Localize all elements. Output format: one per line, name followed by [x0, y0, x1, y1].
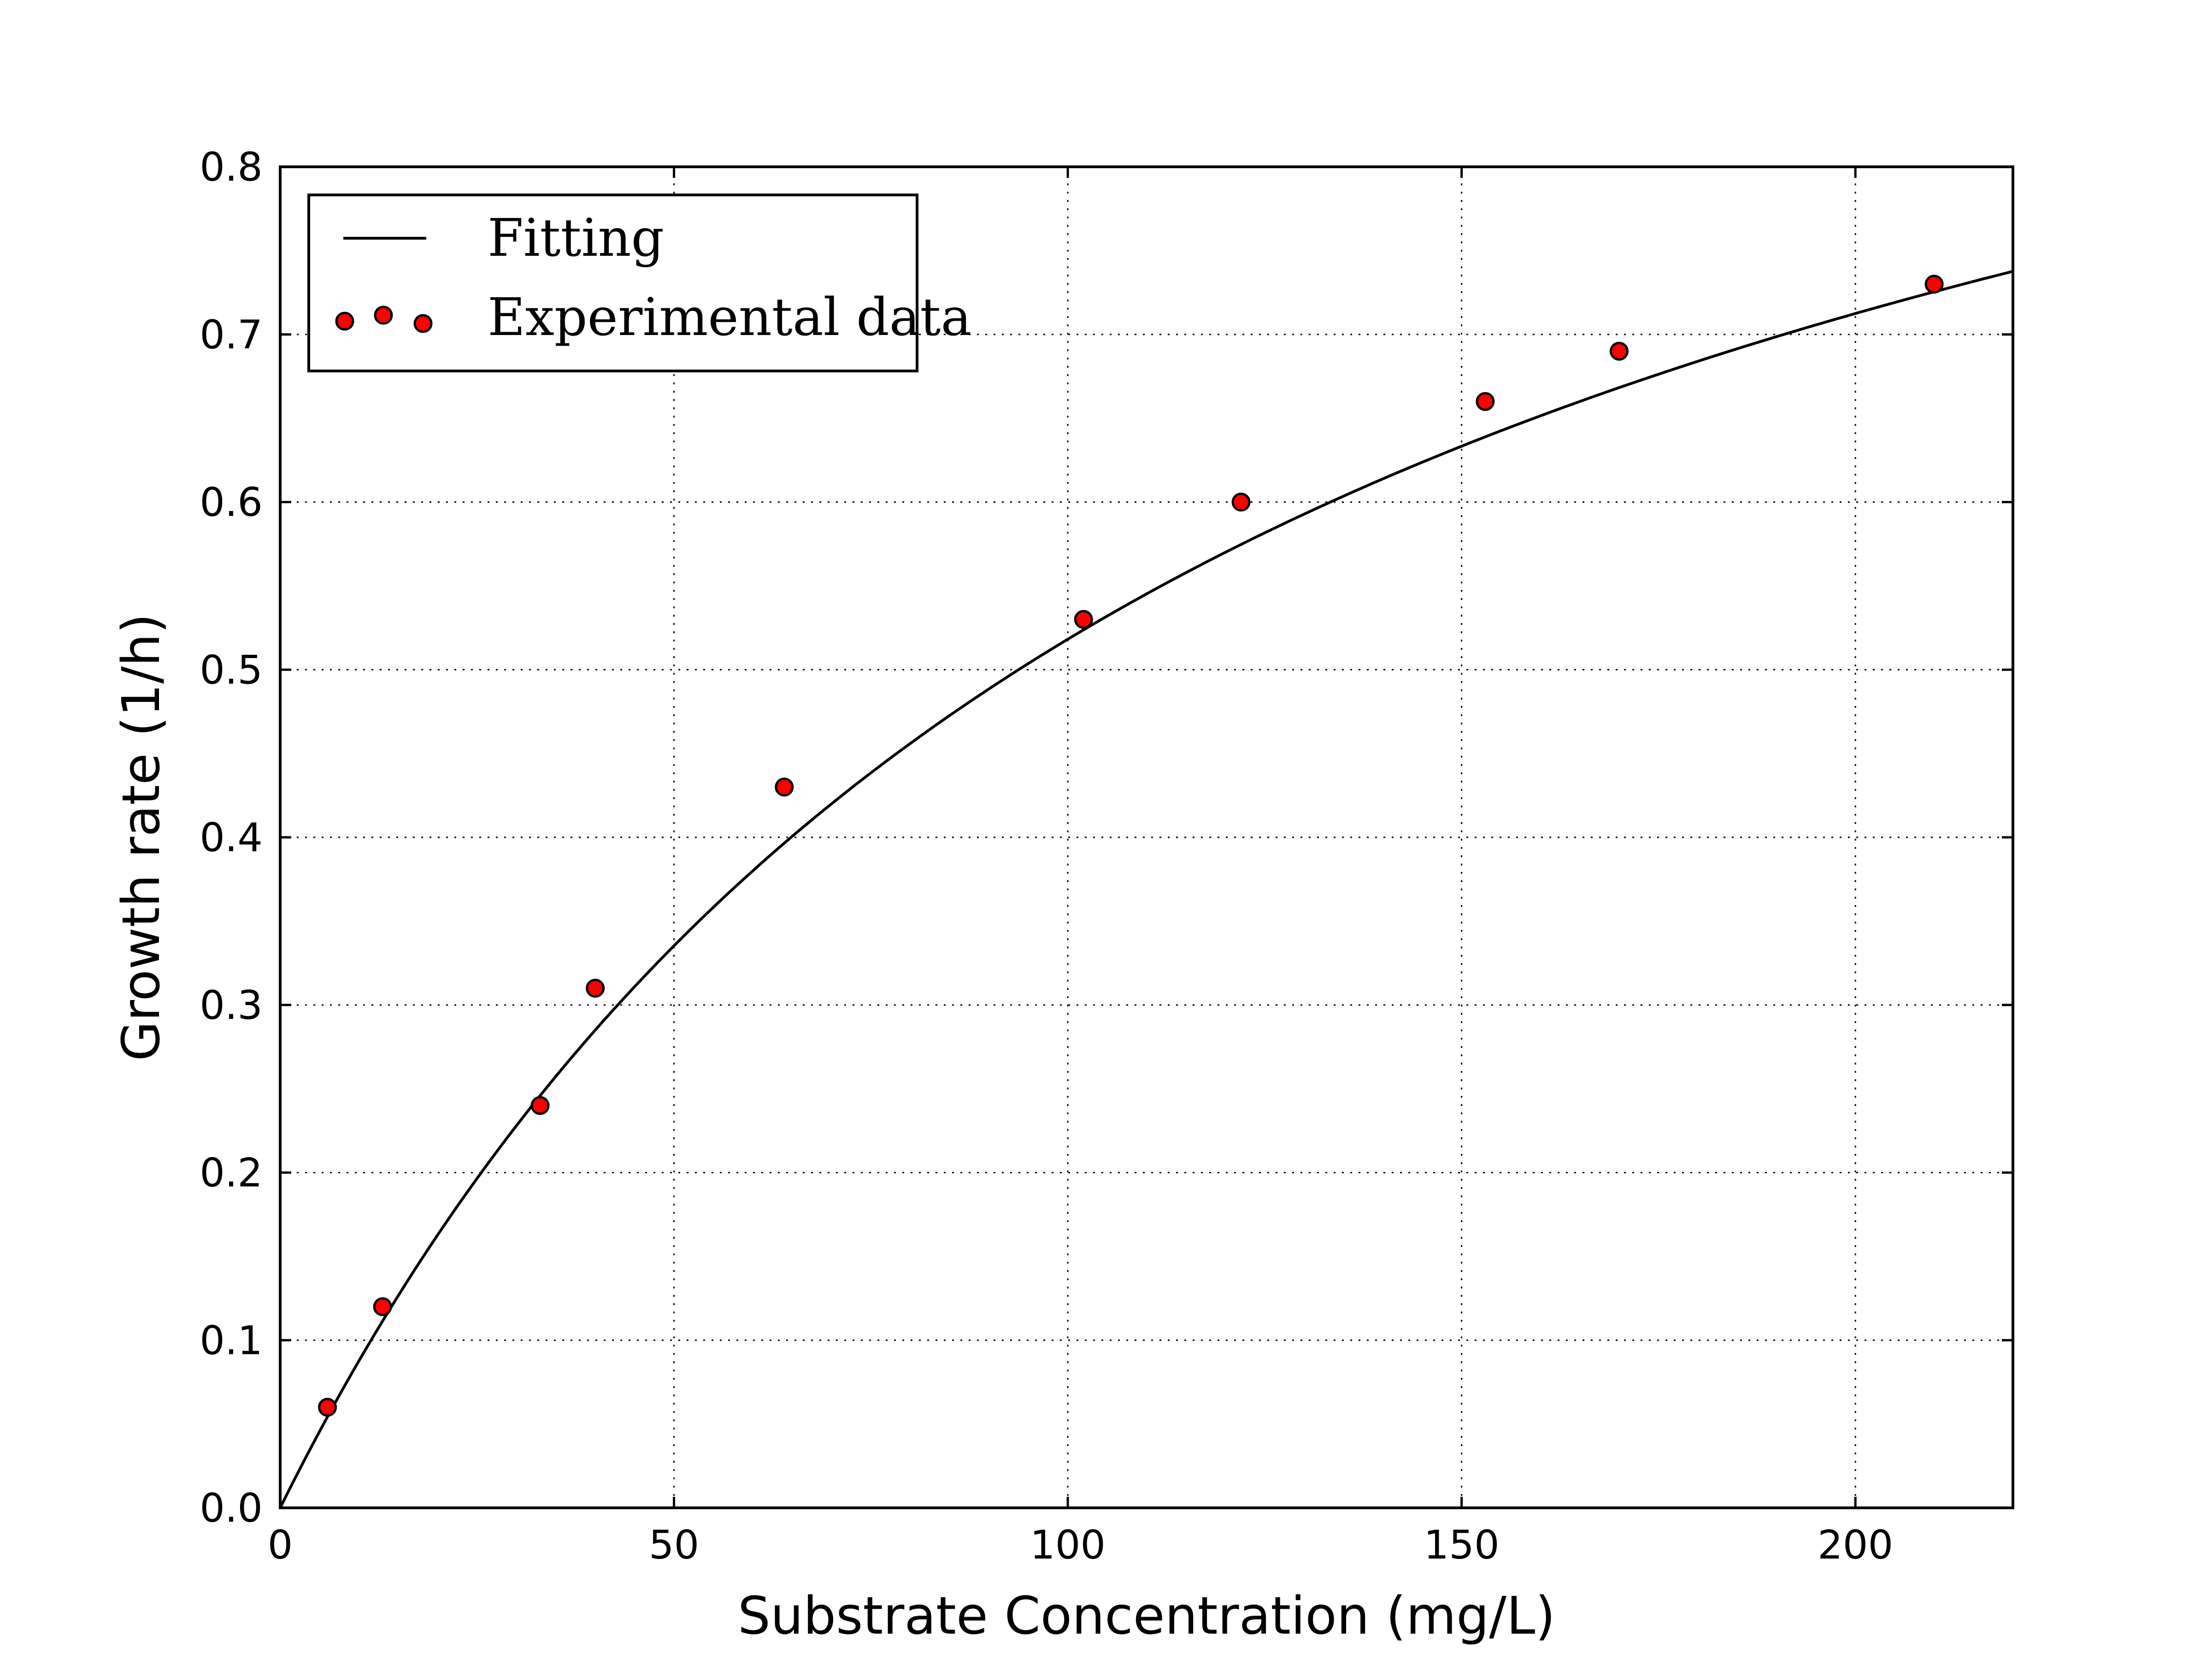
legend-marker [374, 306, 393, 325]
x-tick-label: 200 [1818, 1522, 1893, 1568]
data-point [775, 777, 794, 797]
legend-fitting-label: Fitting [488, 208, 664, 268]
fitting-curve [279, 270, 2013, 1509]
data-point [1476, 392, 1495, 411]
data-point [1924, 275, 1944, 294]
x-tick-label: 150 [1424, 1522, 1500, 1568]
legend-marker [335, 312, 354, 331]
x-tick-label: 0 [268, 1522, 293, 1568]
legend-box [307, 194, 918, 372]
legend-experimental-swatch [335, 306, 433, 333]
experimental-points [318, 275, 1944, 1417]
data-point [586, 978, 605, 998]
grid-lines [280, 167, 2013, 1508]
y-tick-label: 0.5 [200, 647, 263, 693]
legend-marker [413, 314, 433, 333]
legend: Fitting Experimental data [307, 194, 971, 372]
data-point [1074, 610, 1093, 629]
y-tick-label: 0.8 [200, 144, 263, 190]
y-tick-label: 0.3 [200, 982, 263, 1029]
data-point [530, 1096, 550, 1115]
y-tick-label: 0.2 [200, 1150, 263, 1196]
y-tick-label: 0.6 [200, 480, 263, 526]
legend-experimental-label: Experimental data [488, 288, 971, 347]
x-tick-label: 100 [1030, 1522, 1106, 1568]
data-point [1231, 493, 1251, 512]
y-tick-label: 0.7 [200, 312, 263, 358]
data-point [318, 1398, 337, 1417]
y-axis-label: Growth rate (1/h) [112, 613, 171, 1061]
tick-labels: 0 50 100 150 200 0.0 0.1 0.2 0.3 0.4 0.5 0.6 0.7 0.8 [200, 144, 1893, 1568]
y-tick-label: 0.0 [200, 1485, 263, 1531]
x-tick-label: 50 [649, 1522, 699, 1568]
data-point [1609, 341, 1629, 361]
x-axis-label: Substrate Concentration (mg/L) [738, 1586, 1555, 1646]
y-tick-label: 0.1 [200, 1318, 263, 1364]
y-tick-label: 0.4 [200, 815, 263, 861]
axis-ticks [279, 165, 2013, 1509]
data-point [373, 1297, 392, 1316]
